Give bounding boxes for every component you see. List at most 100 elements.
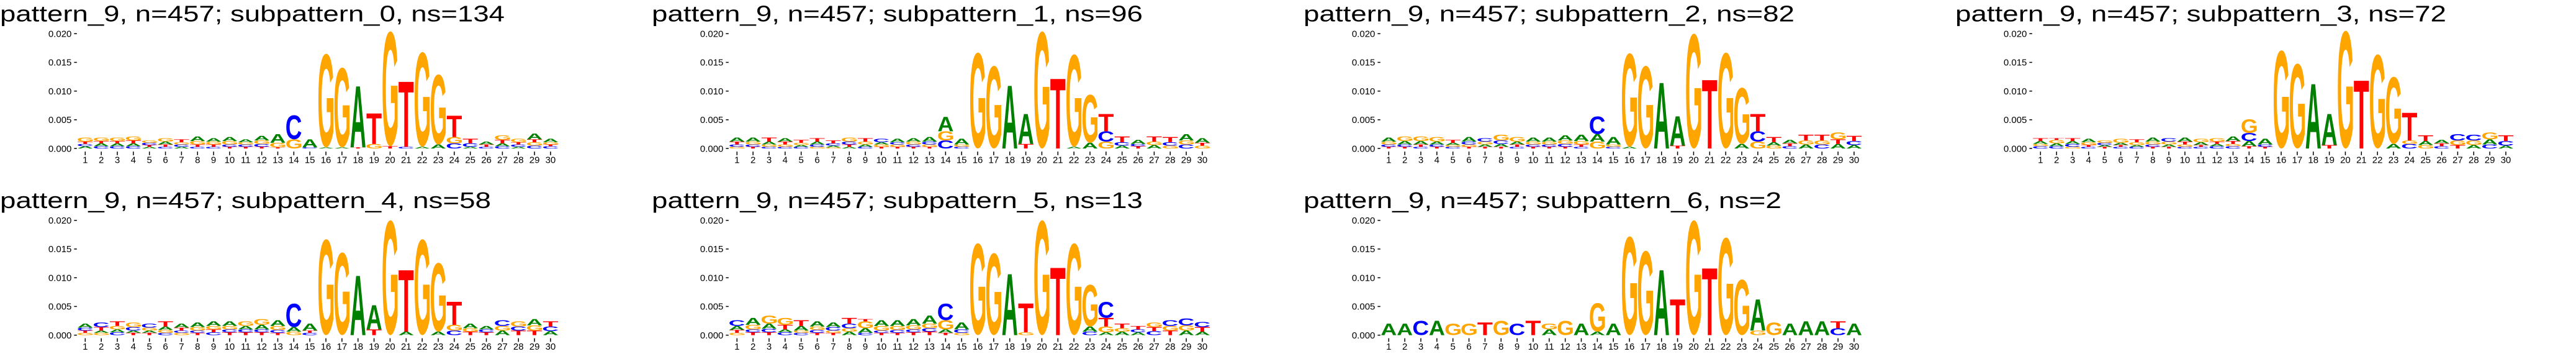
svg-text:13: 13 [1576, 342, 1587, 352]
svg-text:16: 16 [973, 155, 983, 166]
svg-text:15: 15 [2260, 155, 2271, 166]
svg-text:17: 17 [2292, 155, 2303, 166]
svg-text:24: 24 [449, 155, 460, 166]
svg-text:17: 17 [1641, 342, 1651, 352]
svg-text:0.005: 0.005 [700, 115, 724, 125]
svg-text:2: 2 [99, 342, 104, 352]
svg-text:21: 21 [1705, 155, 1715, 166]
svg-text:26: 26 [1785, 342, 1795, 352]
svg-text:29: 29 [1833, 155, 1844, 166]
svg-text:7: 7 [1482, 342, 1487, 352]
svg-text:29: 29 [1181, 342, 1192, 352]
svg-text:17: 17 [1641, 155, 1651, 166]
svg-text:15: 15 [1608, 342, 1619, 352]
svg-text:23: 23 [433, 155, 444, 166]
svg-text:13: 13 [272, 155, 283, 166]
svg-text:9: 9 [2166, 155, 2171, 166]
svg-text:23: 23 [1737, 155, 1747, 166]
svg-text:15: 15 [957, 155, 967, 166]
svg-text:2: 2 [1402, 155, 1407, 166]
svg-text:7: 7 [179, 342, 184, 352]
svg-text:14: 14 [940, 155, 951, 166]
svg-text:13: 13 [1576, 155, 1587, 166]
svg-text:12: 12 [1560, 342, 1570, 352]
svg-text:15: 15 [957, 342, 967, 352]
svg-text:14: 14 [2244, 155, 2254, 166]
svg-text:28: 28 [1165, 155, 1176, 166]
svg-text:10: 10 [1528, 342, 1539, 352]
svg-text:9: 9 [211, 342, 216, 352]
svg-text:0.005: 0.005 [1352, 302, 1376, 312]
svg-text:0.015: 0.015 [2004, 58, 2027, 68]
svg-text:22: 22 [1069, 342, 1079, 352]
svg-text:10: 10 [2180, 155, 2191, 166]
svg-text:4: 4 [783, 342, 788, 352]
svg-text:20: 20 [2340, 155, 2351, 166]
svg-text:8: 8 [1498, 342, 1503, 352]
svg-text:18: 18 [353, 155, 363, 166]
svg-text:6: 6 [163, 342, 168, 352]
svg-text:0.020: 0.020 [48, 29, 72, 40]
svg-text:2: 2 [750, 342, 755, 352]
svg-text:22: 22 [1721, 155, 1731, 166]
svg-text:5: 5 [1451, 342, 1456, 352]
svg-text:0.010: 0.010 [1352, 273, 1376, 283]
svg-text:3: 3 [767, 155, 772, 166]
svg-text:15: 15 [305, 342, 315, 352]
svg-text:0.015: 0.015 [48, 244, 72, 255]
svg-text:27: 27 [497, 342, 508, 352]
svg-text:5: 5 [799, 155, 804, 166]
svg-text:24: 24 [1753, 155, 1763, 166]
svg-text:2: 2 [750, 155, 755, 166]
svg-text:19: 19 [2324, 155, 2335, 166]
svg-text:10: 10 [1528, 155, 1539, 166]
svg-text:9: 9 [863, 342, 868, 352]
svg-text:21: 21 [401, 155, 412, 166]
svg-text:27: 27 [1801, 155, 1811, 166]
svg-text:17: 17 [337, 155, 348, 166]
svg-text:14: 14 [940, 342, 951, 352]
svg-text:13: 13 [924, 342, 935, 352]
svg-text:22: 22 [417, 155, 428, 166]
svg-text:18: 18 [353, 342, 363, 352]
svg-text:28: 28 [1817, 342, 1827, 352]
svg-text:23: 23 [1737, 342, 1747, 352]
svg-text:26: 26 [2436, 155, 2447, 166]
svg-text:28: 28 [1817, 155, 1827, 166]
svg-text:1: 1 [734, 155, 739, 166]
svg-text:4: 4 [1434, 155, 1439, 166]
svg-text:6: 6 [1466, 155, 1471, 166]
svg-text:25: 25 [465, 155, 475, 166]
svg-text:0.015: 0.015 [700, 58, 724, 68]
svg-text:14: 14 [1592, 342, 1603, 352]
svg-text:1: 1 [1386, 155, 1391, 166]
svg-text:7: 7 [831, 342, 835, 352]
svg-text:0.000: 0.000 [48, 143, 72, 154]
svg-text:0.000: 0.000 [48, 330, 72, 341]
svg-text:21: 21 [1053, 155, 1063, 166]
svg-text:0.020: 0.020 [700, 29, 724, 40]
svg-text:22: 22 [1069, 155, 1079, 166]
svg-text:28: 28 [513, 342, 524, 352]
svg-text:20: 20 [1037, 342, 1047, 352]
svg-text:0.010: 0.010 [48, 273, 72, 283]
svg-text:16: 16 [1624, 342, 1635, 352]
svg-text:19: 19 [1020, 342, 1031, 352]
svg-text:18: 18 [1656, 155, 1667, 166]
svg-text:10: 10 [876, 155, 887, 166]
svg-text:12: 12 [908, 155, 919, 166]
svg-text:1: 1 [83, 155, 88, 166]
svg-text:8: 8 [2150, 155, 2155, 166]
svg-text:14: 14 [289, 342, 299, 352]
svg-text:3: 3 [1418, 155, 1423, 166]
svg-text:26: 26 [1133, 342, 1143, 352]
svg-text:6: 6 [2118, 155, 2123, 166]
svg-text:29: 29 [529, 155, 540, 166]
svg-text:15: 15 [305, 155, 315, 166]
svg-text:1: 1 [83, 342, 88, 352]
svg-text:20: 20 [1688, 155, 1699, 166]
svg-text:19: 19 [1672, 155, 1683, 166]
svg-text:0.000: 0.000 [700, 330, 724, 341]
svg-text:3: 3 [115, 342, 120, 352]
svg-text:0.015: 0.015 [700, 244, 724, 255]
